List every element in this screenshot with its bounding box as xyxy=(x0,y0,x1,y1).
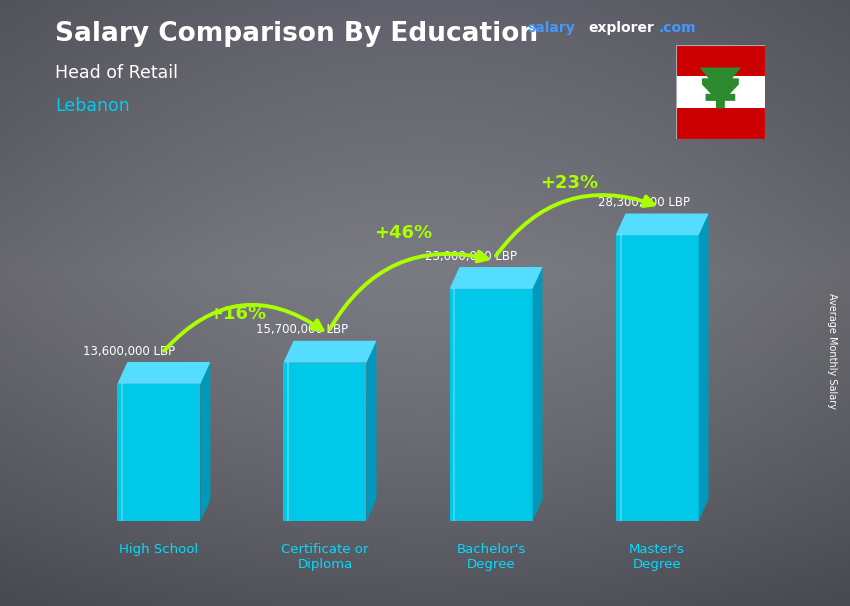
Bar xyxy=(676,45,765,76)
Text: 15,700,000 LBP: 15,700,000 LBP xyxy=(256,324,348,336)
Text: .com: .com xyxy=(659,21,696,35)
Text: +16%: +16% xyxy=(208,305,266,323)
Text: Master's
Degree: Master's Degree xyxy=(629,543,685,571)
Text: explorer: explorer xyxy=(588,21,654,35)
Bar xyxy=(615,235,699,521)
Polygon shape xyxy=(700,67,741,108)
Text: 13,600,000 LBP: 13,600,000 LBP xyxy=(83,345,175,358)
Bar xyxy=(676,108,765,139)
Bar xyxy=(283,362,366,521)
FancyArrowPatch shape xyxy=(496,195,654,256)
Text: High School: High School xyxy=(119,543,199,556)
Text: 28,300,000 LBP: 28,300,000 LBP xyxy=(598,196,690,209)
Text: Average Monthly Salary: Average Monthly Salary xyxy=(827,293,837,410)
Text: 23,000,000 LBP: 23,000,000 LBP xyxy=(425,250,517,262)
Polygon shape xyxy=(615,213,709,235)
Text: salary: salary xyxy=(527,21,575,35)
Polygon shape xyxy=(201,362,211,521)
Polygon shape xyxy=(450,267,542,289)
Bar xyxy=(450,289,533,521)
Polygon shape xyxy=(533,267,542,521)
Text: Bachelor's
Degree: Bachelor's Degree xyxy=(456,543,525,571)
Text: Lebanon: Lebanon xyxy=(55,97,130,115)
FancyArrowPatch shape xyxy=(330,251,487,329)
Polygon shape xyxy=(117,362,211,384)
Polygon shape xyxy=(283,341,377,362)
Bar xyxy=(117,384,201,521)
Polygon shape xyxy=(366,341,377,521)
Text: Head of Retail: Head of Retail xyxy=(55,64,178,82)
Text: Certificate or
Diploma: Certificate or Diploma xyxy=(281,543,369,571)
Bar xyxy=(676,76,765,108)
Text: +46%: +46% xyxy=(374,224,432,242)
FancyArrowPatch shape xyxy=(164,305,322,351)
Text: +23%: +23% xyxy=(540,175,598,192)
Text: Salary Comparison By Education: Salary Comparison By Education xyxy=(55,21,538,47)
Polygon shape xyxy=(699,213,709,521)
